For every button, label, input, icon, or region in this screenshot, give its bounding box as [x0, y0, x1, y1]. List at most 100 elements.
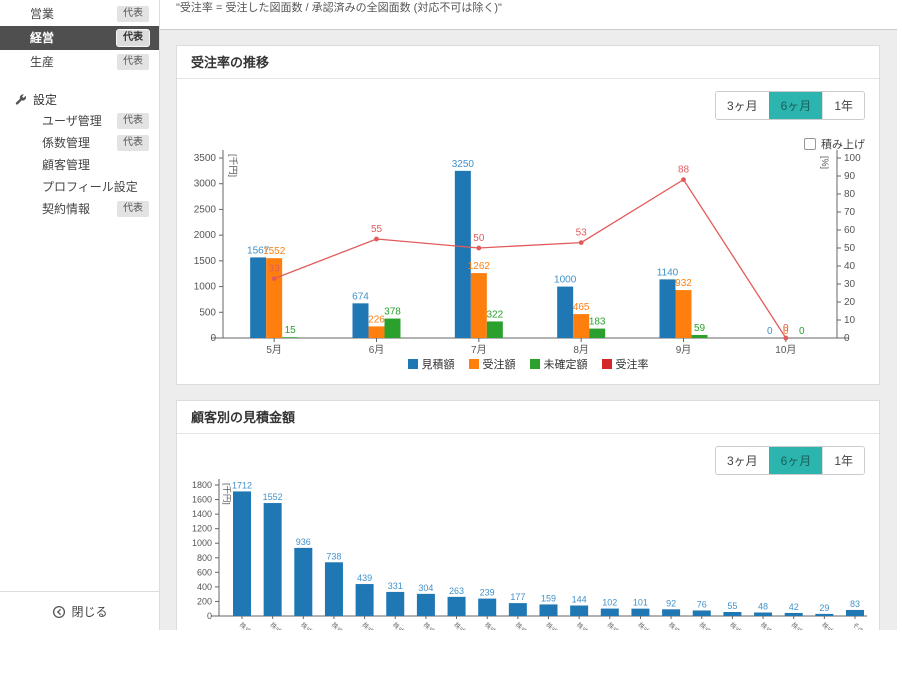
- representative-badge: 代表: [117, 135, 149, 151]
- legend-item: 見積額: [407, 356, 455, 372]
- legend-swatch: [407, 359, 418, 369]
- svg-text:株式…: 株式…: [759, 620, 779, 630]
- svg-text:70: 70: [844, 207, 856, 218]
- range-button-6-months[interactable]: 6ヶ月: [768, 92, 823, 119]
- svg-text:3000: 3000: [194, 179, 217, 190]
- svg-text:9月: 9月: [676, 344, 692, 356]
- svg-text:株式…: 株式…: [268, 620, 288, 630]
- svg-text:48: 48: [758, 602, 768, 612]
- svg-text:55: 55: [371, 224, 383, 235]
- range-button-3-months[interactable]: 3ヶ月: [715, 447, 769, 474]
- svg-text:183: 183: [589, 317, 606, 328]
- svg-text:322: 322: [486, 309, 503, 320]
- svg-text:1600: 1600: [192, 495, 212, 505]
- svg-text:10月: 10月: [775, 344, 796, 356]
- stack-checkbox[interactable]: [804, 138, 816, 150]
- order-rate-title: 受注率の推移: [191, 55, 270, 70]
- svg-text:55: 55: [727, 601, 737, 611]
- sidebar-item-customer-management[interactable]: 顧客管理: [0, 154, 159, 176]
- svg-text:1000: 1000: [194, 282, 217, 293]
- sidebar-item-label: ユーザ管理: [42, 114, 102, 128]
- svg-text:0: 0: [783, 326, 789, 337]
- svg-text:1552: 1552: [263, 492, 283, 502]
- svg-text:1140: 1140: [657, 267, 679, 278]
- svg-text:0: 0: [767, 326, 773, 337]
- panel-title: 顧客別の見積金額: [177, 401, 879, 434]
- svg-text:株式…: 株式…: [238, 620, 258, 630]
- sidebar-settings-items: ユーザ管理 代表 係数管理 代表 顧客管理 プロフィール設定 契約情報 代表: [0, 110, 159, 220]
- svg-text:102: 102: [602, 598, 617, 608]
- customer-estimate-title: 顧客別の見積金額: [191, 410, 296, 425]
- legend-swatch: [529, 359, 540, 369]
- svg-text:0: 0: [844, 333, 850, 344]
- svg-text:1000: 1000: [192, 538, 212, 548]
- svg-text:226: 226: [368, 314, 385, 325]
- svg-text:50: 50: [473, 233, 485, 244]
- settings-label: 設定: [33, 92, 58, 107]
- svg-text:50: 50: [844, 243, 856, 254]
- representative-badge: 代表: [117, 30, 149, 46]
- svg-text:7月: 7月: [471, 344, 487, 356]
- sidebar-item-coefficient-management[interactable]: 係数管理 代表: [0, 132, 159, 154]
- svg-text:83: 83: [850, 599, 860, 609]
- svg-text:159: 159: [541, 593, 556, 603]
- sidebar-item-production[interactable]: 生産 代表: [0, 50, 159, 74]
- svg-text:1800: 1800: [192, 480, 212, 490]
- svg-text:304: 304: [418, 583, 433, 593]
- legend-swatch: [468, 359, 479, 369]
- svg-text:331: 331: [388, 581, 403, 591]
- sidebar-item-user-management[interactable]: ユーザ管理 代表: [0, 110, 159, 132]
- svg-text:40: 40: [844, 261, 856, 272]
- svg-text:92: 92: [666, 598, 676, 608]
- wrench-icon: [15, 93, 26, 105]
- range-selector: 3ヶ月 6ヶ月 1年: [714, 91, 865, 120]
- representative-badge: 代表: [117, 54, 149, 70]
- sidebar-section-settings: 設定: [0, 88, 159, 110]
- svg-text:800: 800: [197, 553, 212, 563]
- representative-badge: 代表: [117, 6, 149, 22]
- sidebar-close-button[interactable]: 閉じる: [0, 591, 160, 620]
- sidebar-item-label: 契約情報: [42, 202, 91, 216]
- svg-text:177: 177: [510, 592, 525, 602]
- svg-text:42: 42: [789, 602, 799, 612]
- svg-text:株式…: 株式…: [483, 620, 503, 630]
- svg-text:15: 15: [285, 325, 297, 336]
- svg-text:[千円]: [千円]: [228, 154, 238, 177]
- sidebar-item-sales[interactable]: 営業 代表: [0, 2, 159, 26]
- svg-text:1567: 1567: [247, 245, 270, 256]
- svg-text:0: 0: [799, 326, 805, 337]
- svg-text:239: 239: [480, 588, 495, 598]
- stack-label: 積み上げ: [821, 139, 865, 151]
- range-button-6-months[interactable]: 6ヶ月: [768, 447, 823, 474]
- stack-toggle-row[interactable]: 積み上げ: [804, 136, 865, 152]
- sidebar: 営業 代表 経営 代表 生産 代表 設定 ユーザ管理 代表 係数管理 代表 顧客管理 プロフィール設…: [0, 0, 160, 630]
- svg-text:0: 0: [783, 323, 789, 334]
- svg-text:株式…: 株式…: [789, 620, 809, 630]
- svg-text:1712: 1712: [232, 480, 252, 490]
- range-button-3-months[interactable]: 3ヶ月: [715, 92, 769, 119]
- svg-text:株式…: 株式…: [299, 620, 319, 630]
- svg-text:1400: 1400: [192, 509, 212, 519]
- svg-text:1200: 1200: [192, 524, 212, 534]
- back-circle-icon: [53, 605, 66, 619]
- svg-text:144: 144: [572, 595, 587, 605]
- range-selector: 3ヶ月 6ヶ月 1年: [714, 446, 865, 475]
- svg-text:1000: 1000: [554, 275, 577, 286]
- svg-text:1500: 1500: [194, 256, 217, 267]
- sidebar-item-profile-settings[interactable]: プロフィール設定: [0, 176, 159, 198]
- svg-text:0: 0: [210, 333, 216, 344]
- legend-item: 受注額: [468, 356, 516, 372]
- svg-text:465: 465: [573, 302, 590, 313]
- legend-item: 受注率: [601, 356, 649, 372]
- range-button-1-year[interactable]: 1年: [822, 447, 864, 474]
- svg-text:1262: 1262: [468, 261, 491, 272]
- svg-text:59: 59: [694, 323, 706, 334]
- range-button-1-year[interactable]: 1年: [822, 92, 864, 119]
- sidebar-item-management[interactable]: 経営 代表: [0, 26, 159, 50]
- close-label: 閉じる: [71, 605, 108, 619]
- customer-estimate-chart: 0 200 400 600 800 1000 1200 1400 1600 1800 [千円] 171…: [192, 479, 870, 630]
- customer-estimate-panel: 顧客別の見積金額 3ヶ月 6ヶ月 1年 0 200 400 600 800 1000 1200 1…: [176, 400, 880, 630]
- sidebar-item-contract-info[interactable]: 契約情報 代表: [0, 198, 159, 220]
- svg-text:[千円]: [千円]: [222, 483, 232, 505]
- order-rate-panel: 受注率の推移 3ヶ月 6ヶ月 1年 積み上げ 0 500 1000 1500 2000 250…: [176, 45, 880, 385]
